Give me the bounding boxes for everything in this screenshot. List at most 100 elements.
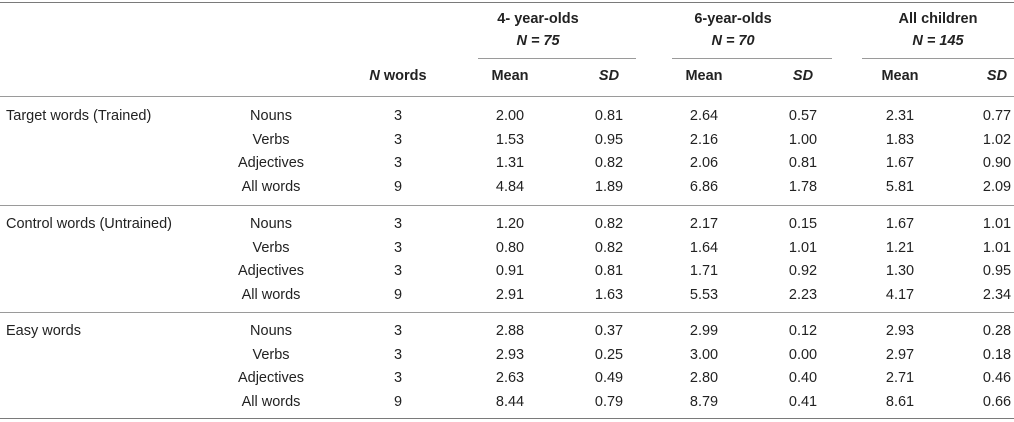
sd-value: 0.12 — [788, 323, 818, 339]
mean-value: 2.99 — [689, 323, 719, 339]
sd-value: 1.01 — [982, 216, 1012, 232]
sd-value: 1.78 — [788, 179, 818, 195]
header-rule — [0, 96, 1014, 97]
row-type: All words — [241, 179, 301, 195]
row-n-words: 3 — [393, 216, 403, 232]
sd-value: 0.49 — [594, 370, 624, 386]
mean-value: 2.00 — [495, 108, 525, 124]
sd-value: 0.82 — [594, 240, 624, 256]
mean-header: Mean — [881, 68, 919, 84]
mean-value: 2.63 — [495, 370, 525, 386]
row-n-words: 3 — [393, 155, 403, 171]
mean-value: 2.91 — [495, 287, 525, 303]
sd-value: 0.81 — [788, 155, 818, 171]
row-type: Adjectives — [237, 263, 305, 279]
group-underline — [478, 58, 636, 59]
sd-value: 0.82 — [594, 216, 624, 232]
mean-value: 2.88 — [495, 323, 525, 339]
row-type: Adjectives — [237, 370, 305, 386]
mean-value: 1.67 — [885, 155, 915, 171]
row-n-words: 3 — [393, 323, 403, 339]
mean-value: 2.80 — [689, 370, 719, 386]
mean-value: 2.06 — [689, 155, 719, 171]
mean-value: 3.00 — [689, 347, 719, 363]
sd-value: 0.41 — [788, 394, 818, 410]
mean-value: 1.64 — [689, 240, 719, 256]
sd-value: 1.63 — [594, 287, 624, 303]
sd-value: 0.77 — [982, 108, 1012, 124]
mean-value: 2.93 — [885, 323, 915, 339]
row-n-words: 9 — [393, 394, 403, 410]
sd-value: 0.15 — [788, 216, 818, 232]
n-symbol: N — [369, 68, 380, 84]
row-type: Verbs — [252, 240, 290, 256]
row-type: All words — [241, 287, 301, 303]
sd-value: 1.01 — [982, 240, 1012, 256]
group-header: All children — [898, 11, 978, 27]
sd-header: SD — [792, 68, 814, 84]
mean-value: 1.30 — [885, 263, 915, 279]
sd-value: 1.01 — [788, 240, 818, 256]
section-rule — [0, 205, 1014, 206]
row-type: Nouns — [250, 108, 292, 124]
mean-value: 1.20 — [495, 216, 525, 232]
top-rule — [0, 2, 1014, 3]
mean-value: 2.16 — [689, 132, 719, 148]
sd-value: 1.02 — [982, 132, 1012, 148]
sd-value: 0.28 — [982, 323, 1012, 339]
sd-value: 0.81 — [594, 263, 624, 279]
sd-value: 0.25 — [594, 347, 624, 363]
sd-value: 0.37 — [594, 323, 624, 339]
group-n: N = 70 — [711, 33, 755, 49]
sd-header: SD — [986, 68, 1008, 84]
row-n-words: 3 — [393, 370, 403, 386]
mean-value: 0.91 — [495, 263, 525, 279]
mean-value: 4.17 — [885, 287, 915, 303]
sd-value: 0.95 — [982, 263, 1012, 279]
mean-value: 2.97 — [885, 347, 915, 363]
sd-value: 2.34 — [982, 287, 1012, 303]
sd-value: 0.82 — [594, 155, 624, 171]
sd-value: 1.89 — [594, 179, 624, 195]
bottom-rule — [0, 418, 1014, 419]
row-n-words: 9 — [393, 287, 403, 303]
mean-value: 2.17 — [689, 216, 719, 232]
mean-value: 5.81 — [885, 179, 915, 195]
mean-value: 6.86 — [689, 179, 719, 195]
sd-value: 0.92 — [788, 263, 818, 279]
group-n: N = 75 — [516, 33, 560, 49]
sd-value: 0.57 — [788, 108, 818, 124]
row-n-words: 9 — [393, 179, 403, 195]
row-type: Nouns — [250, 323, 292, 339]
sd-value: 0.40 — [788, 370, 818, 386]
mean-value: 1.31 — [495, 155, 525, 171]
sd-value: 0.81 — [594, 108, 624, 124]
sd-value: 0.79 — [594, 394, 624, 410]
sd-value: 0.00 — [788, 347, 818, 363]
n-words-header: N words — [369, 67, 426, 85]
mean-value: 2.31 — [885, 108, 915, 124]
section-rule — [0, 312, 1014, 313]
mean-value: 8.79 — [689, 394, 719, 410]
group-underline — [862, 58, 1014, 59]
mean-header: Mean — [685, 68, 723, 84]
row-n-words: 3 — [393, 263, 403, 279]
sd-value: 1.00 — [788, 132, 818, 148]
row-type: Adjectives — [237, 155, 305, 171]
mean-value: 8.61 — [885, 394, 915, 410]
row-type: Verbs — [252, 347, 290, 363]
group-header: 6-year-olds — [694, 11, 772, 27]
mean-value: 8.44 — [495, 394, 525, 410]
mean-value: 2.93 — [495, 347, 525, 363]
section-label: Target words (Trained) — [6, 108, 152, 124]
mean-value: 1.71 — [689, 263, 719, 279]
section-label: Control words (Untrained) — [6, 216, 173, 232]
group-underline — [672, 58, 832, 59]
row-n-words: 3 — [393, 108, 403, 124]
sd-value: 0.95 — [594, 132, 624, 148]
mean-value: 1.83 — [885, 132, 915, 148]
mean-value: 5.53 — [689, 287, 719, 303]
row-n-words: 3 — [393, 132, 403, 148]
row-type: Verbs — [252, 132, 290, 148]
row-type: Nouns — [250, 216, 292, 232]
